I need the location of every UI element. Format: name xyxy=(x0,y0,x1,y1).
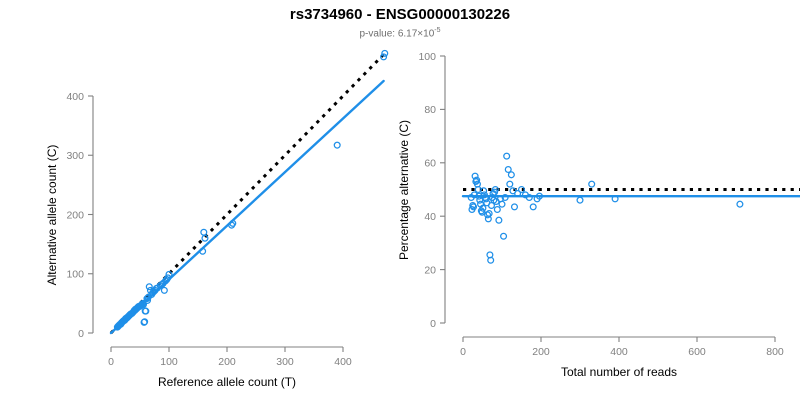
data-point xyxy=(145,283,153,291)
left-y-tick-label: 200 xyxy=(66,209,84,221)
data-point xyxy=(144,296,152,304)
data-point xyxy=(517,185,526,194)
left-y-tick-label: 300 xyxy=(66,150,84,162)
pvalue-text: p-value: 6.17×10 xyxy=(359,28,435,40)
data-point xyxy=(484,211,492,219)
right-y-tick-label: 40 xyxy=(424,211,436,223)
data-point xyxy=(480,187,488,195)
data-point xyxy=(482,195,490,203)
data-point xyxy=(529,203,537,211)
left-x-axis: 0 100 200 300 400 xyxy=(108,346,352,368)
left-x-tick-label: 100 xyxy=(160,356,178,368)
left-y-tick-label: 400 xyxy=(66,91,84,103)
right-x-tick-label: 400 xyxy=(610,346,628,358)
left-y-axis-label: Alternative allele count (C) xyxy=(45,144,59,285)
right-panel: 0 20 40 60 80 100 0 200 400 600 800 Percentage alt… xyxy=(397,0,800,400)
right-x-tick-label: 600 xyxy=(688,346,706,358)
data-point xyxy=(164,274,172,282)
data-point xyxy=(139,301,148,309)
right-y-axis: 0 20 40 60 80 100 xyxy=(418,51,446,330)
data-point xyxy=(380,53,388,61)
left-x-tick-label: 200 xyxy=(218,356,236,368)
left-x-tick-label: 300 xyxy=(276,356,294,368)
left-scatter-plot: 0 100 200 300 400 0 100 200 300 400 xyxy=(66,49,389,368)
data-point xyxy=(510,203,519,211)
data-point xyxy=(333,141,341,149)
left-identity-line xyxy=(109,53,385,335)
right-x-axis: 0 200 400 600 800 xyxy=(460,336,784,358)
right-y-tick-label: 0 xyxy=(430,318,436,330)
data-point xyxy=(525,193,533,202)
left-data-points xyxy=(113,49,389,331)
right-y-tick-label: 80 xyxy=(424,104,436,116)
data-point xyxy=(487,256,495,264)
right-scatter-plot: 0 20 40 60 80 100 0 200 400 600 800 xyxy=(418,51,800,358)
left-y-tick-label: 100 xyxy=(66,269,84,281)
data-point xyxy=(229,219,237,227)
data-point xyxy=(473,176,481,184)
right-x-tick-label: 200 xyxy=(532,346,550,358)
right-y-tick-label: 60 xyxy=(424,158,436,170)
right-x-axis-label: Total number of reads xyxy=(560,365,678,379)
right-y-axis-label: Percentage alternative (C) xyxy=(397,119,411,260)
right-x-tick-label: 0 xyxy=(460,346,466,358)
data-point xyxy=(199,247,207,255)
data-point xyxy=(504,165,512,174)
pvalue-subtitle: p-value: 6.17×10-5 xyxy=(0,27,800,39)
data-point xyxy=(381,49,389,57)
left-x-tick-label: 400 xyxy=(334,356,352,368)
data-point xyxy=(470,191,478,199)
data-point xyxy=(535,192,543,200)
right-y-tick-label: 20 xyxy=(424,264,436,276)
pvalue-exponent: -5 xyxy=(434,27,441,34)
left-y-axis: 0 100 200 300 400 xyxy=(66,91,94,340)
left-panel: 0 100 200 300 400 0 100 200 300 400 Alternative a… xyxy=(45,49,389,389)
data-point xyxy=(200,228,208,236)
data-point xyxy=(498,200,506,208)
data-point xyxy=(165,270,173,278)
right-x-tick-label: 800 xyxy=(766,346,784,358)
page-title: rs3734960 - ENSG00000130226 xyxy=(289,6,511,23)
right-y-tick-label: 100 xyxy=(418,51,436,63)
right-data-points xyxy=(467,152,744,264)
data-point xyxy=(476,196,484,204)
data-point xyxy=(501,193,509,202)
data-point xyxy=(201,234,209,242)
data-point xyxy=(495,216,503,224)
data-point xyxy=(588,180,596,188)
data-point xyxy=(493,206,501,214)
data-point xyxy=(485,210,493,218)
data-point xyxy=(514,189,522,198)
data-point xyxy=(503,152,511,160)
data-point xyxy=(506,180,514,188)
data-point xyxy=(507,171,515,179)
data-point xyxy=(611,195,619,203)
left-x-axis-label: Reference allele count (T) xyxy=(157,375,297,389)
data-point xyxy=(141,318,149,326)
data-point xyxy=(160,286,168,294)
left-x-tick-label: 0 xyxy=(108,356,114,368)
data-point xyxy=(479,204,487,212)
data-point xyxy=(736,200,744,208)
data-point xyxy=(142,307,150,315)
data-point xyxy=(576,196,584,204)
data-point xyxy=(500,232,508,240)
data-point xyxy=(491,185,499,194)
data-point xyxy=(158,280,166,288)
data-point xyxy=(478,208,486,216)
left-y-tick-label: 0 xyxy=(78,328,84,340)
data-point xyxy=(470,203,478,211)
